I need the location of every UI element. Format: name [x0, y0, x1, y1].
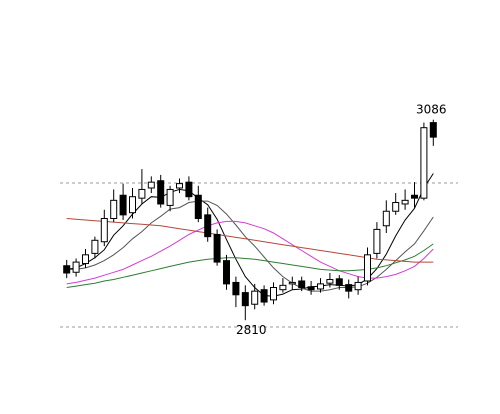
candle-body: [298, 280, 306, 289]
candle-body: [260, 289, 268, 303]
candle-body: [166, 188, 174, 206]
candle-body: [129, 196, 136, 214]
moving-average-line: [66, 173, 434, 297]
candle-body: [82, 254, 89, 265]
candle-body: [326, 279, 334, 284]
candle-body: [241, 292, 249, 307]
candle-body: [251, 290, 259, 305]
candle-body: [91, 239, 99, 254]
candle-body: [382, 210, 390, 227]
high-label: 3086: [416, 103, 447, 117]
moving-average-line: [66, 220, 434, 285]
candle-body: [110, 199, 118, 220]
candle-body: [401, 199, 409, 205]
candle-body: [392, 202, 400, 212]
candle-body: [279, 284, 287, 291]
candle-body: [204, 214, 212, 238]
moving-average-line: [66, 200, 434, 292]
candle-body: [138, 188, 146, 199]
moving-average-line: [66, 243, 434, 288]
candle-body: [223, 260, 230, 285]
candle-body: [317, 283, 324, 290]
candle-body: [176, 183, 183, 189]
candle-body: [72, 261, 80, 273]
candle-body: [270, 287, 277, 301]
candle-body: [185, 181, 193, 198]
candle-body: [147, 181, 155, 189]
candle-body: [63, 265, 71, 274]
candle-body: [373, 228, 381, 254]
candle-body: [429, 122, 437, 138]
candle-body: [213, 233, 221, 263]
candle-body: [100, 218, 108, 243]
moving-average-line: [66, 218, 434, 263]
candle-body: [288, 281, 296, 285]
candle-body: [119, 194, 127, 216]
low-label: 2810: [236, 323, 267, 337]
candle-body: [335, 278, 343, 286]
candle-body: [345, 284, 353, 292]
candle-body: [307, 286, 315, 291]
candle-body: [157, 180, 165, 205]
candle-body: [232, 281, 240, 296]
candle-body: [411, 194, 418, 199]
candle-body: [354, 281, 362, 291]
candle-body: [364, 254, 371, 282]
candle-body: [420, 127, 428, 199]
candle-body: [194, 194, 202, 220]
